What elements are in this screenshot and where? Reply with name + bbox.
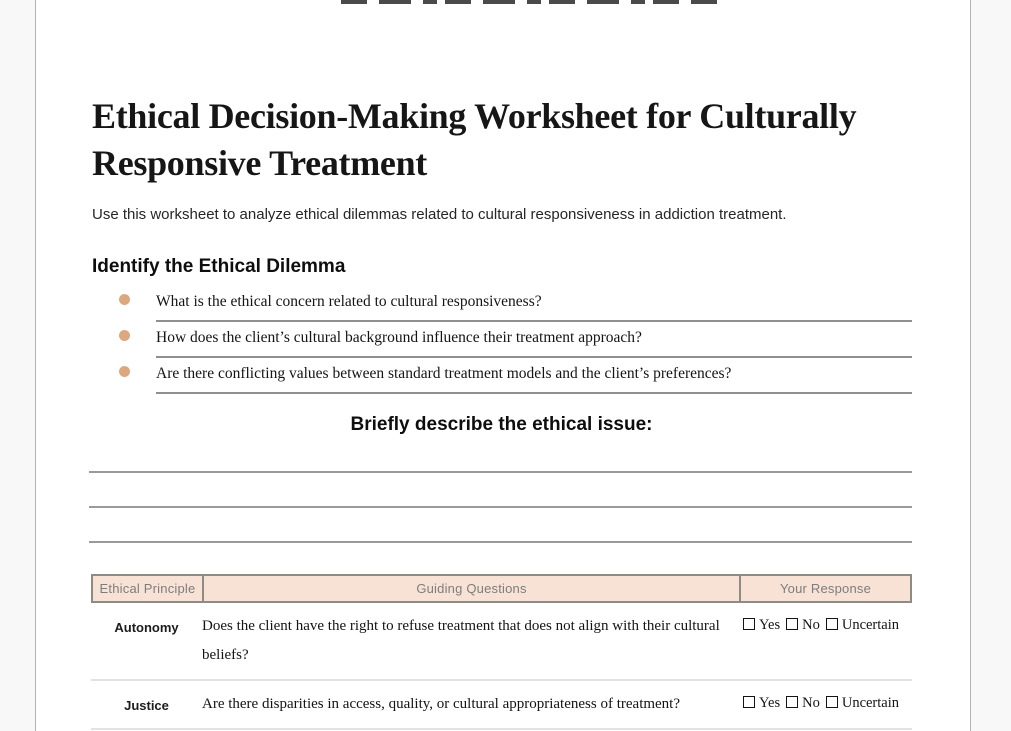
response-option: Uncertain bbox=[825, 617, 900, 633]
describe-heading: Briefly describe the ethical issue: bbox=[350, 414, 653, 435]
page-title: Ethical Decision-Making Worksheet for Cu… bbox=[92, 96, 857, 183]
guiding-question-cell: Are there disparities in access, quality… bbox=[202, 696, 681, 712]
table-row: Justice Are there disparities in access, … bbox=[91, 681, 912, 730]
question-item: Are there conflicting values between sta… bbox=[119, 361, 912, 394]
principle-cell: Autonomy bbox=[114, 620, 179, 635]
checkbox-icon[interactable] bbox=[786, 696, 799, 708]
blank-line bbox=[89, 541, 912, 543]
response-option: Uncertain bbox=[825, 695, 900, 711]
checkbox-label: No bbox=[802, 617, 820, 633]
section-heading-identify: Identify the Ethical Dilemma bbox=[92, 256, 346, 277]
question-text: Are there conflicting values between sta… bbox=[156, 365, 732, 382]
write-in-lines bbox=[89, 471, 912, 576]
principle-cell: Justice bbox=[124, 698, 169, 713]
checkbox-icon[interactable] bbox=[825, 696, 838, 708]
principles-table: Ethical Principle Guiding Questions Your… bbox=[91, 574, 912, 731]
checkbox-icon[interactable] bbox=[743, 618, 755, 630]
column-header-ethical-principle: Ethical Principle bbox=[93, 576, 204, 601]
table-header-row: Ethical Principle Guiding Questions Your… bbox=[91, 574, 912, 603]
question-item: How does the client’s cultural backgroun… bbox=[119, 325, 912, 358]
checkbox-label: No bbox=[802, 695, 820, 711]
checkbox-label: Uncertain bbox=[841, 695, 900, 711]
guiding-question-cell: Does the client have the right to refuse… bbox=[202, 618, 720, 663]
checkbox-label: Yes bbox=[759, 617, 781, 633]
identify-question-list: What is the ethical concern related to c… bbox=[119, 289, 912, 397]
bullet-icon bbox=[119, 330, 130, 341]
blank-line bbox=[89, 506, 912, 508]
response-cell: Yes No Uncertain bbox=[743, 617, 912, 670]
checkbox-label: Uncertain bbox=[841, 617, 900, 633]
worksheet-page: Ethical Decision-Making Worksheet for Cu… bbox=[35, 0, 971, 731]
response-option: No bbox=[786, 617, 820, 633]
table-body: Autonomy Does the client have the right t… bbox=[91, 603, 912, 731]
bullet-icon bbox=[119, 294, 130, 305]
bullet-icon bbox=[119, 366, 130, 377]
checkbox-icon[interactable] bbox=[743, 696, 755, 708]
page-subtitle: Use this worksheet to analyze ethical di… bbox=[92, 206, 787, 223]
checkbox-icon[interactable] bbox=[786, 618, 799, 630]
column-header-your-response: Your Response bbox=[779, 581, 872, 596]
blank-line bbox=[89, 471, 912, 473]
column-header-guiding-questions: Guiding Questions bbox=[204, 576, 741, 601]
response-cell: Yes No Uncertain bbox=[743, 695, 912, 719]
response-option: Yes bbox=[743, 617, 780, 633]
response-option: No bbox=[786, 695, 820, 711]
question-text: How does the client’s cultural backgroun… bbox=[156, 329, 642, 346]
clipped-text-fragment bbox=[341, 0, 717, 4]
question-text: What is the ethical concern related to c… bbox=[156, 293, 542, 310]
table-row: Autonomy Does the client have the right t… bbox=[91, 603, 912, 681]
response-option: Yes bbox=[743, 695, 780, 711]
question-item: What is the ethical concern related to c… bbox=[119, 289, 912, 322]
checkbox-icon[interactable] bbox=[825, 618, 838, 630]
checkbox-label: Yes bbox=[759, 695, 781, 711]
